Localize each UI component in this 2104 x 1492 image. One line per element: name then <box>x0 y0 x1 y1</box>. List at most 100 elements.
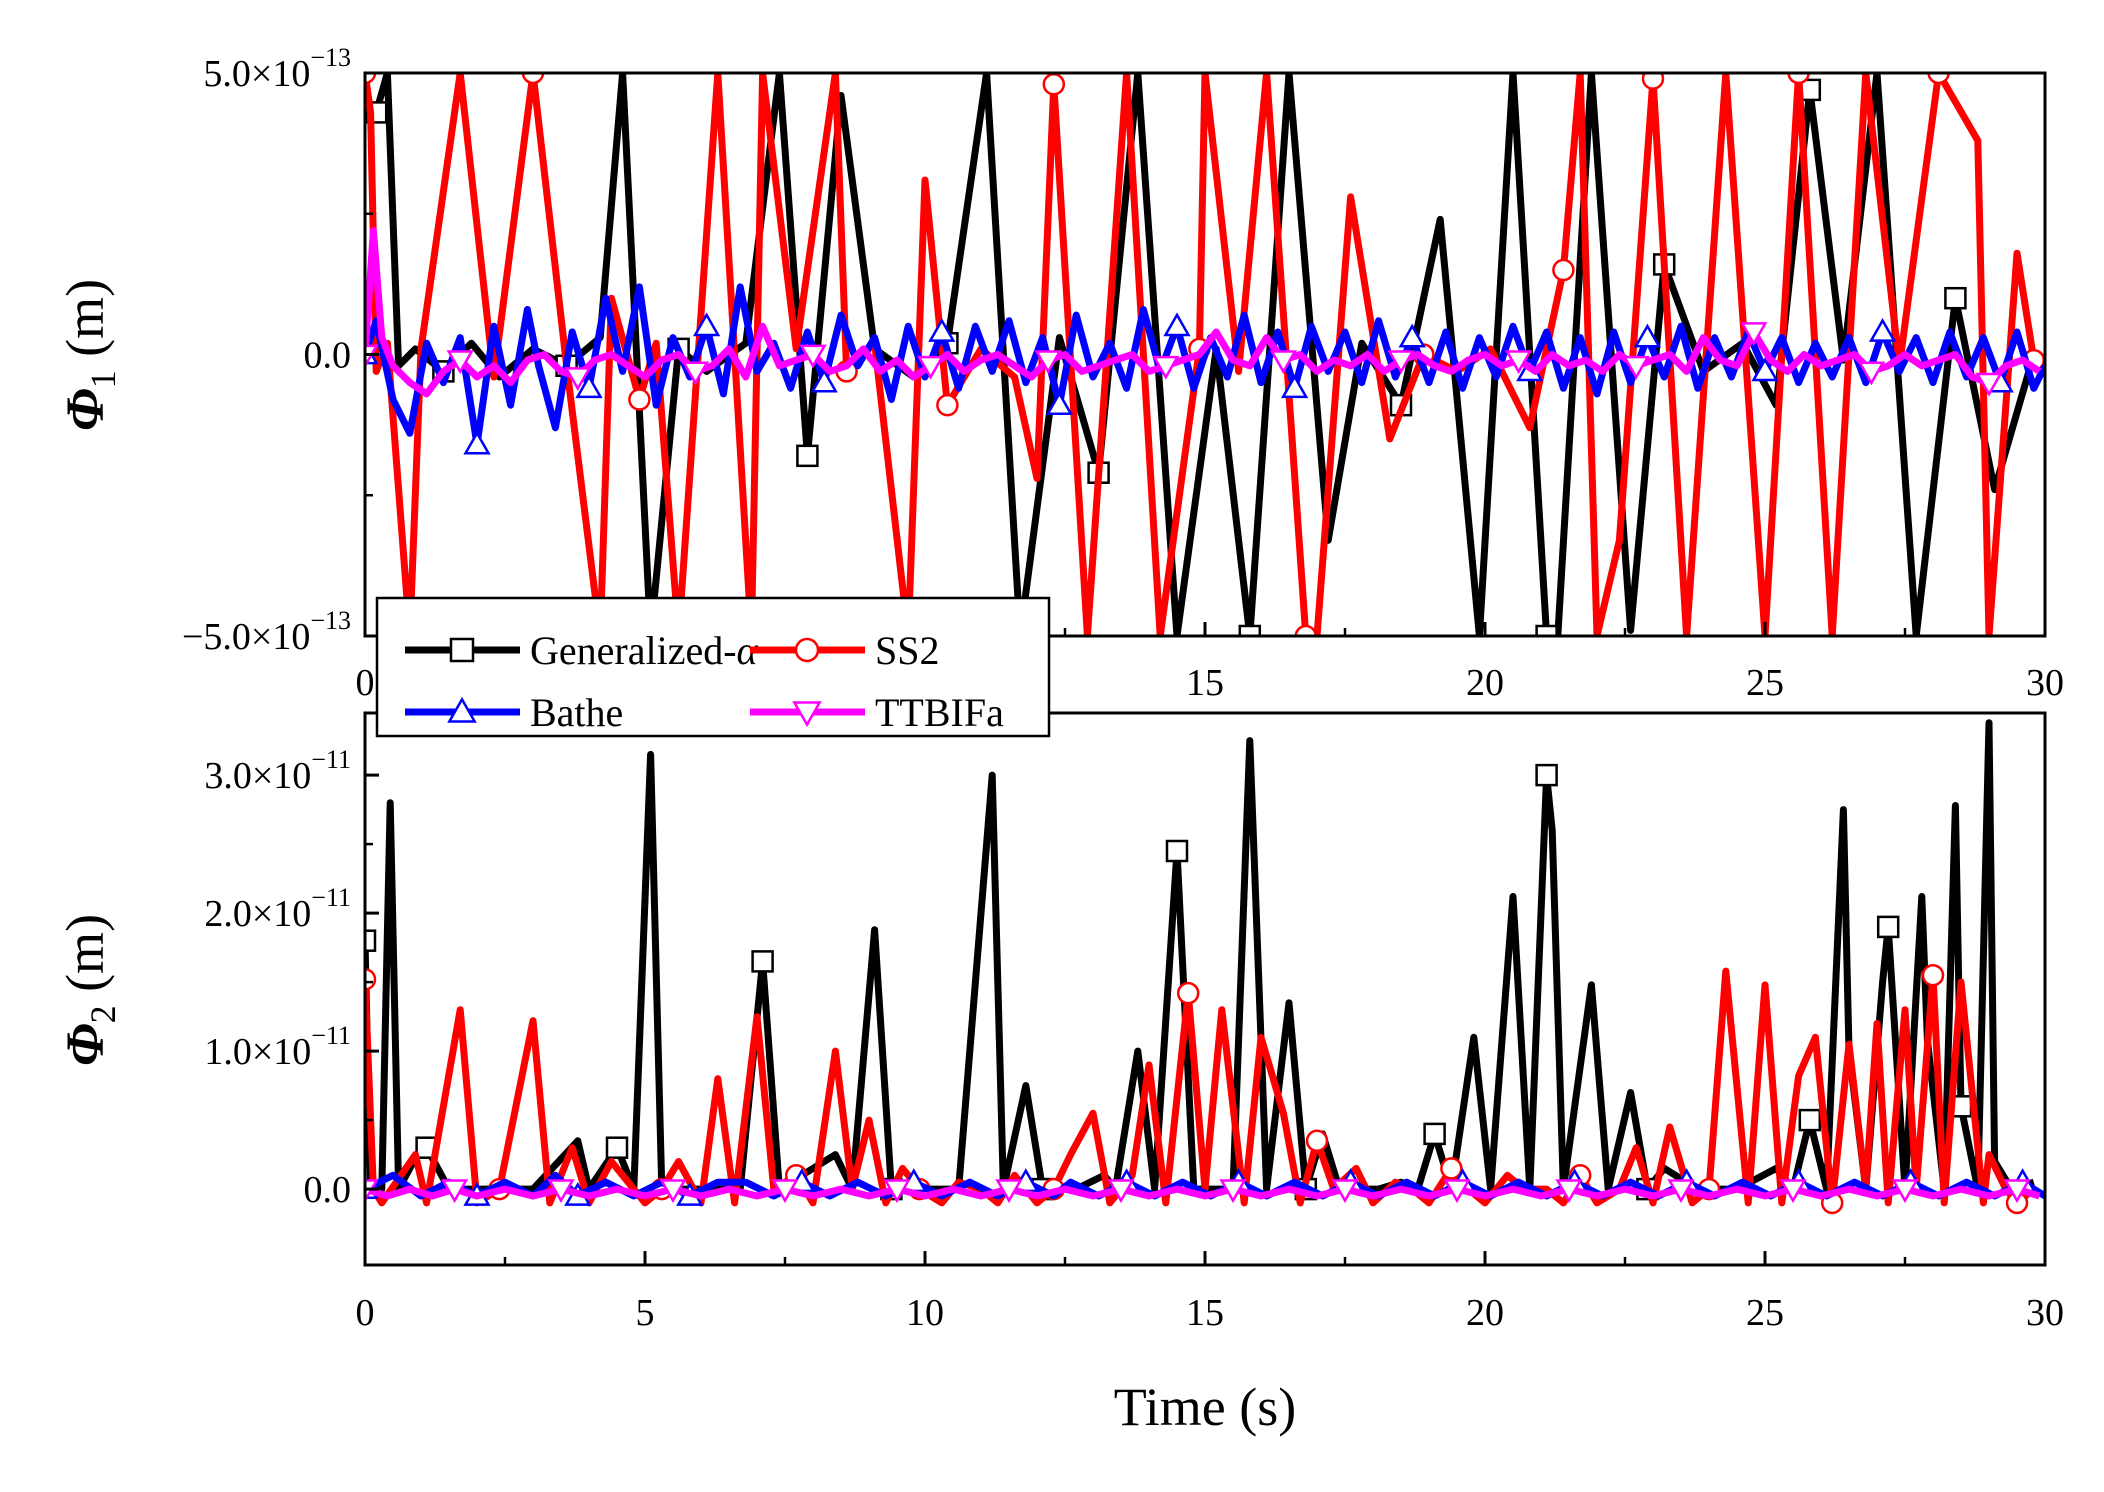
bottom-point-generalized <box>1876 915 1900 939</box>
top-point-ss2 <box>1294 624 1318 636</box>
top-x-tick-label: 30 <box>2026 662 2064 704</box>
legend-marker <box>794 637 820 663</box>
top-point-ttbifa <box>1387 350 1415 375</box>
bottom-point-ttbifa <box>1443 1179 1471 1204</box>
bottom-x-tick-label: 15 <box>1186 1292 1224 1334</box>
top-point-generalized <box>796 444 819 468</box>
bottom-point-generalized <box>1535 763 1558 787</box>
top-point-bathe <box>1398 323 1426 348</box>
top-series-group <box>365 73 2045 636</box>
bottom-point-generalized <box>605 1136 629 1159</box>
bottom-point-ttbifa <box>659 1179 687 1204</box>
legend-item-bathe: Bathe <box>405 690 623 735</box>
bottom-y-tick-label: 1.0×10−11 <box>204 1021 351 1073</box>
top-point-bathe <box>810 368 838 393</box>
bottom-panel: 3.0×10−11 2.0×10−11 1.0×10−11 0.0 0 5 10 15 20 2… <box>55 711 2064 1437</box>
top-point-generalized <box>1944 286 1967 310</box>
top-series-bathe <box>365 283 2045 455</box>
top-point-ttbifa <box>1622 355 1650 380</box>
legend-marker <box>449 637 475 663</box>
top-point-ss2 <box>628 388 651 411</box>
top-point-generalized <box>1535 624 1558 636</box>
legend-label: Bathe <box>530 690 623 735</box>
bottom-point-generalized <box>365 929 377 952</box>
top-y-axis-label-unit: (m) <box>55 279 115 370</box>
top-point-bathe <box>1163 312 1191 337</box>
top-point-ttbifa <box>1504 350 1533 375</box>
top-point-bathe <box>692 312 721 337</box>
top-point-ttbifa <box>1269 350 1298 375</box>
bottom-point-ttbifa <box>771 1179 799 1204</box>
top-point-ss2 <box>1787 73 1810 85</box>
bottom-x-tick-label: 5 <box>636 1292 655 1334</box>
bottom-x-tick-label: 25 <box>1746 1292 1784 1334</box>
top-point-ss2 <box>365 73 377 85</box>
bottom-point-ss2 <box>1440 1157 1463 1180</box>
bottom-point-ttbifa <box>440 1179 469 1204</box>
top-point-ttbifa <box>564 367 592 392</box>
bottom-y-axis-label-sub: 2 <box>83 1005 123 1023</box>
bottom-point-generalized <box>1165 839 1189 863</box>
top-point-ttbifa <box>681 361 710 386</box>
bottom-point-ttbifa <box>995 1179 1023 1204</box>
top-point-ttbifa <box>1152 355 1180 380</box>
legend-label: Generalized-α <box>530 628 759 673</box>
bottom-y-axis-label: Φ2 (m) <box>55 914 123 1066</box>
top-point-bathe <box>1868 317 1897 342</box>
top-point-ss2 <box>1552 258 1575 282</box>
bottom-line-ss2 <box>365 967 2037 1207</box>
top-point-generalized <box>1238 624 1262 636</box>
bottom-point-ttbifa <box>1667 1179 1695 1204</box>
bottom-point-ttbifa <box>883 1179 911 1204</box>
top-y-tick-label: 5.0×10−13 <box>203 43 351 95</box>
bottom-point-ss2 <box>1176 981 1200 1005</box>
top-point-ss2 <box>521 73 545 85</box>
top-point-ss2 <box>1042 73 1066 96</box>
bottom-y-axis: 3.0×10−11 2.0×10−11 1.0×10−11 0.0 <box>204 745 379 1211</box>
bottom-x-axis: 0 5 10 15 20 25 30 <box>356 1251 2064 1334</box>
top-point-ss2 <box>936 393 959 417</box>
top-point-ttbifa <box>1975 372 2003 397</box>
legend-item-generalized: Generalized-α <box>405 628 759 673</box>
top-y-axis-label-symbol: Φ <box>55 388 115 431</box>
top-point-bathe <box>1280 374 1309 399</box>
top-x-tick-label: 25 <box>1746 662 1784 704</box>
legend-marker <box>792 701 822 728</box>
bottom-point-ss2 <box>1305 1129 1329 1153</box>
bottom-point-generalized <box>751 950 774 973</box>
bottom-point-generalized <box>1798 1108 1822 1132</box>
top-x-tick-label: 20 <box>1466 662 1504 704</box>
bottom-point-ttbifa <box>2003 1179 2031 1204</box>
legend-marker <box>447 696 477 723</box>
top-x-tick-label: 15 <box>1186 662 1224 704</box>
bottom-y-tick-label: 0.0 <box>304 1169 352 1211</box>
top-point-bathe <box>1045 391 1074 416</box>
legend: Generalized-α SS2 Bathe TTBIFa <box>375 596 1051 738</box>
bottom-x-tick-label: 30 <box>2026 1292 2064 1334</box>
bottom-point-ttbifa <box>1779 1179 1807 1204</box>
bottom-x-tick-label: 0 <box>356 1292 375 1334</box>
top-point-bathe <box>1751 357 1779 382</box>
legend-label: TTBIFa <box>875 690 1004 735</box>
top-y-axis: 5.0×10−13 0.0 −5.0×10−13 <box>182 43 379 658</box>
top-point-bathe <box>575 374 603 399</box>
x-axis-label: Time (s) <box>1114 1377 1297 1437</box>
top-y-tick-label: 0.0 <box>304 335 352 377</box>
top-x-tick-label: 0 <box>356 662 375 704</box>
bottom-point-generalized <box>1423 1122 1446 1146</box>
bottom-point-ttbifa <box>1891 1179 1919 1204</box>
top-series-ttbifa <box>365 227 2042 398</box>
bottom-series-group <box>365 719 2045 1215</box>
top-point-bathe <box>928 317 956 342</box>
bottom-point-ttbifa <box>1219 1179 1247 1204</box>
top-point-ttbifa <box>446 350 474 375</box>
bottom-y-tick-label: 3.0×10−11 <box>204 745 351 797</box>
bottom-line-ttbifa <box>365 1185 2041 1200</box>
top-point-bathe <box>1633 323 1662 348</box>
top-point-ss2 <box>1641 73 1665 90</box>
bottom-series-ttbifa <box>365 1179 2041 1204</box>
top-point-ttbifa <box>916 355 945 380</box>
top-point-ttbifa <box>1034 350 1062 375</box>
bottom-x-tick-label: 20 <box>1466 1292 1504 1334</box>
